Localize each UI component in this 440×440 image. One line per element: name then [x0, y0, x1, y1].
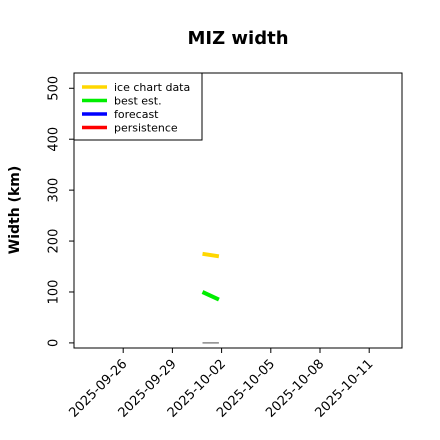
y-tick-label: 400 — [47, 127, 62, 152]
legend-label: forecast — [114, 108, 159, 121]
legend-label: ice chart data — [114, 81, 190, 94]
chart-title: MIZ width — [187, 28, 288, 49]
series-layer — [201, 251, 220, 344]
legend-label: persistence — [114, 122, 178, 135]
series-line-ice-chart-data — [202, 251, 220, 259]
series-line-best-est- — [201, 290, 220, 302]
y-tick-label: 300 — [47, 178, 62, 203]
y-axis-label: Width (km) — [7, 166, 23, 255]
legend-label: best est. — [114, 95, 162, 108]
x-axis-ticks: 2025-09-262025-09-292025-10-022025-10-05… — [66, 348, 377, 421]
y-axis-ticks: 0 100 200 300 400 500 — [47, 76, 74, 347]
y-tick-label: 100 — [47, 280, 62, 305]
y-tick-label: 500 — [47, 76, 62, 101]
y-tick-label: 200 — [47, 229, 62, 254]
plot-frame — [73, 72, 403, 349]
y-tick-label: 0 — [47, 339, 62, 347]
